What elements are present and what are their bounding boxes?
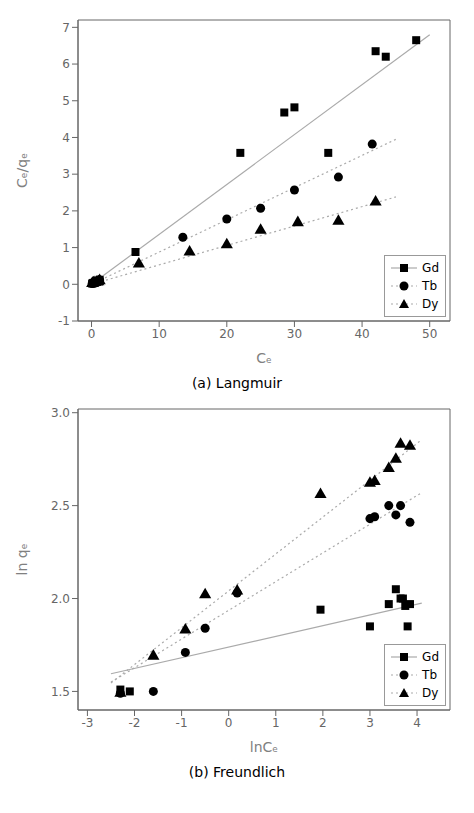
svg-text:-3: -3 bbox=[81, 716, 93, 730]
svg-text:Cₑ: Cₑ bbox=[256, 350, 272, 366]
svg-text:5: 5 bbox=[62, 94, 70, 108]
svg-text:lnCₑ: lnCₑ bbox=[250, 739, 278, 755]
svg-text:0: 0 bbox=[88, 327, 96, 341]
svg-text:Cₑ/qₑ: Cₑ/qₑ bbox=[14, 153, 30, 188]
svg-text:4: 4 bbox=[413, 716, 421, 730]
svg-text:1.5: 1.5 bbox=[51, 685, 70, 699]
html-text:(a) Langmuir: (a) Langmuir bbox=[191, 375, 283, 391]
html-text:(b) Freundlich: (b) Freundlich bbox=[188, 764, 286, 780]
html-text:Tb: Tb bbox=[422, 668, 437, 682]
svg-text:ln qₑ: ln qₑ bbox=[14, 544, 30, 576]
svg-text:2: 2 bbox=[319, 716, 327, 730]
svg-text:4: 4 bbox=[62, 131, 70, 145]
svg-text:-2: -2 bbox=[129, 716, 141, 730]
svg-text:0: 0 bbox=[62, 278, 70, 292]
svg-text:40: 40 bbox=[354, 327, 369, 341]
svg-text:7: 7 bbox=[62, 21, 70, 35]
svg-text:20: 20 bbox=[219, 327, 234, 341]
svg-text:3.0: 3.0 bbox=[51, 406, 70, 420]
svg-text:0: 0 bbox=[225, 716, 233, 730]
svg-text:3: 3 bbox=[366, 716, 374, 730]
svg-text:2.5: 2.5 bbox=[51, 499, 70, 513]
html-text:Dy: Dy bbox=[422, 297, 439, 311]
html-text:Gd: Gd bbox=[422, 650, 439, 664]
svg-text:2.0: 2.0 bbox=[51, 592, 70, 606]
svg-text:3: 3 bbox=[62, 167, 70, 181]
svg-text:2: 2 bbox=[62, 204, 70, 218]
svg-text:1: 1 bbox=[272, 716, 280, 730]
svg-text:-1: -1 bbox=[58, 314, 70, 328]
svg-text:10: 10 bbox=[152, 327, 167, 341]
html-text:Dy: Dy bbox=[422, 686, 439, 700]
svg-text:50: 50 bbox=[422, 327, 437, 341]
svg-text:1: 1 bbox=[62, 241, 70, 255]
svg-text:30: 30 bbox=[287, 327, 302, 341]
html-text:Gd: Gd bbox=[422, 261, 439, 275]
html-text:Tb: Tb bbox=[422, 279, 437, 293]
svg-text:6: 6 bbox=[62, 57, 70, 71]
svg-text:-1: -1 bbox=[176, 716, 188, 730]
